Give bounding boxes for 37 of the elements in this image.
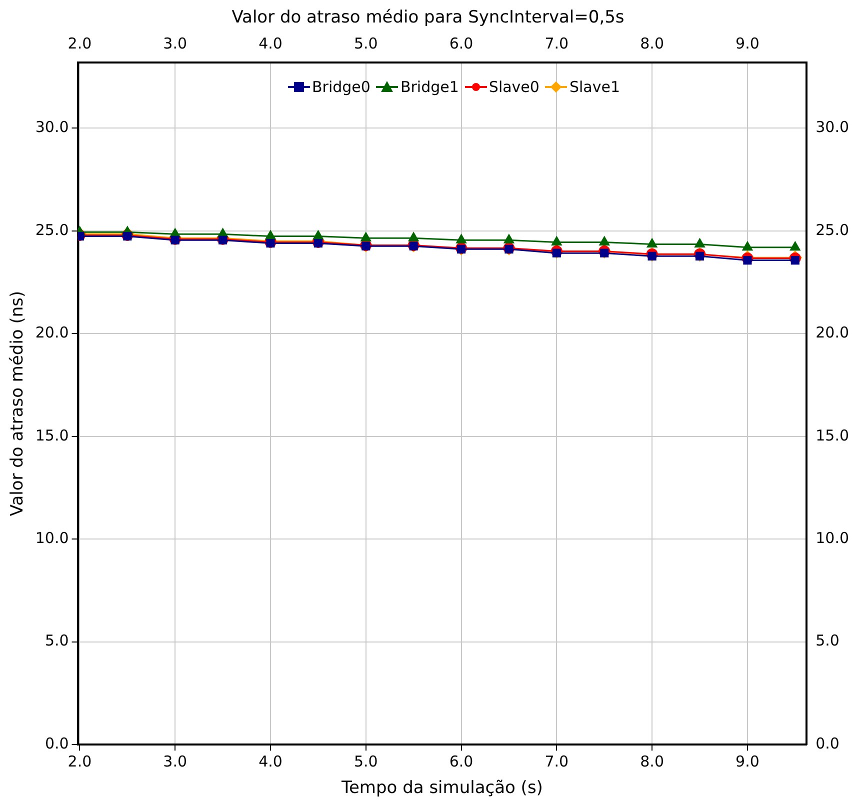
y-tick-label: 5.0 <box>44 632 69 650</box>
x2-tick-label: 4.0 <box>258 34 282 52</box>
y2-tick-label: 0.0 <box>816 734 840 752</box>
legend-label: Bridge0 <box>312 78 370 96</box>
x2-tick-label: 3.0 <box>163 34 188 52</box>
x-axis-title: Tempo da simulação (s) <box>340 778 543 798</box>
y2-tick-label: 30.0 <box>816 118 850 136</box>
y-tick-label: 30.0 <box>35 118 69 136</box>
x2-tick-label: 9.0 <box>736 34 760 52</box>
y-tick-label: 10.0 <box>35 529 69 548</box>
y-tick-label: 0.0 <box>44 734 69 752</box>
y2-tick-label: 5.0 <box>816 632 840 650</box>
chart-title: Valor do atraso médio para SyncInterval=0,5s <box>232 8 624 28</box>
y2-tick-label: 25.0 <box>816 220 850 239</box>
x-tick-label: 5.0 <box>354 752 378 770</box>
x2-tick-label: 5.0 <box>354 34 378 52</box>
legend-label: Bridge1 <box>400 78 459 96</box>
x2-tick-label: 7.0 <box>544 34 569 52</box>
x2-tick-label: 6.0 <box>449 34 474 52</box>
legend-label: Slave1 <box>569 78 620 96</box>
y2-tick-label: 10.0 <box>816 529 850 548</box>
y-axis-title: Valor do atraso médio (ns) <box>8 290 28 516</box>
x-tick-label: 6.0 <box>449 752 474 770</box>
x-tick-label: 4.0 <box>258 752 282 770</box>
x2-tick-label: 8.0 <box>640 34 664 52</box>
x-tick-label: 7.0 <box>544 752 569 770</box>
x-tick-label: 8.0 <box>640 752 664 770</box>
y2-tick-label: 15.0 <box>816 426 850 444</box>
x-tick-label: 2.0 <box>68 752 92 770</box>
x-tick-label: 9.0 <box>736 752 760 770</box>
y-tick-label: 25.0 <box>35 220 69 239</box>
y-tick-label: 15.0 <box>35 426 69 444</box>
legend-label: Slave0 <box>488 78 540 96</box>
x2-tick-label: 2.0 <box>68 34 92 52</box>
x-tick-label: 3.0 <box>163 752 188 770</box>
y2-tick-label: 20.0 <box>816 324 850 342</box>
y-tick-label: 20.0 <box>35 324 69 342</box>
